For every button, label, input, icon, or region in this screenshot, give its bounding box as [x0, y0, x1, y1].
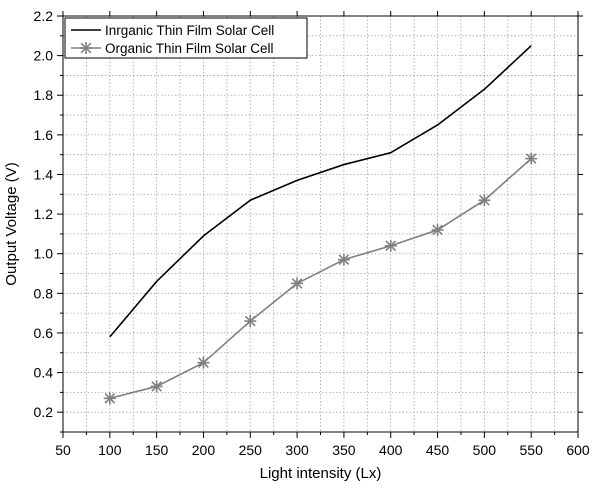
x-tick-label: 550 — [520, 442, 544, 458]
y-tick-label: 2.0 — [34, 48, 54, 64]
legend-marker-point — [80, 42, 92, 54]
legend-marker-organic — [80, 42, 92, 54]
series-line-1 — [109, 158, 532, 400]
data-point-1 — [150, 380, 163, 393]
x-tick-label: 450 — [426, 442, 450, 458]
x-tick-label: 200 — [192, 442, 216, 458]
x-tick-label: 500 — [473, 442, 497, 458]
y-tick-label: 1.2 — [34, 206, 54, 222]
x-tick-label: 350 — [332, 442, 356, 458]
x-axis-title: Light intensity (Lx) — [260, 465, 382, 482]
legend: Inrganic Thin Film Solar Cell Organic Th… — [64, 17, 308, 59]
series-line-0 — [109, 45, 532, 338]
x-tick-label: 150 — [145, 442, 169, 458]
x-tick-label: 250 — [239, 442, 263, 458]
series-layer — [103, 45, 538, 405]
legend-box — [64, 17, 308, 59]
data-point-1 — [197, 356, 210, 369]
data-point-1 — [337, 253, 350, 266]
y-tick-label: 1.4 — [34, 166, 54, 182]
y-tick-label: 2.2 — [34, 8, 54, 24]
data-point-1 — [384, 239, 397, 252]
x-tick-label: 600 — [566, 442, 590, 458]
axis-ticks — [57, 11, 583, 438]
x-tick-label: 50 — [55, 442, 71, 458]
y-tick-label: 1.8 — [34, 87, 54, 103]
x-tick-label: 300 — [285, 442, 309, 458]
data-point-1 — [291, 277, 304, 290]
data-point-1 — [525, 152, 538, 165]
data-point-1 — [103, 392, 116, 405]
x-tick-labels: 50 100 150 200 250 300 350 400 450 500 550 600 — [55, 442, 590, 458]
x-tick-label: 400 — [379, 442, 403, 458]
data-point-1 — [478, 194, 491, 207]
grid — [63, 16, 578, 432]
y-axis-title: Output Voltage (V) — [3, 162, 20, 285]
y-tick-label: 1.6 — [34, 127, 54, 143]
x-tick-label: 100 — [98, 442, 122, 458]
data-point-1 — [431, 223, 444, 236]
y-tick-labels: 0.2 0.4 0.6 0.8 1.0 1.2 1.4 1.6 1.8 2.0 2.2 — [34, 8, 54, 420]
y-tick-label: 0.8 — [34, 285, 54, 301]
legend-label-organic: Organic Thin Film Solar Cell — [105, 41, 274, 56]
y-tick-label: 1.0 — [34, 246, 54, 262]
legend-label-inorganic: Inrganic Thin Film Solar Cell — [105, 23, 274, 38]
plot-frame — [62, 15, 579, 433]
data-point-1 — [244, 315, 257, 328]
y-tick-label: 0.2 — [34, 404, 54, 420]
y-tick-label: 0.6 — [34, 325, 54, 341]
y-tick-label: 0.4 — [34, 365, 54, 381]
